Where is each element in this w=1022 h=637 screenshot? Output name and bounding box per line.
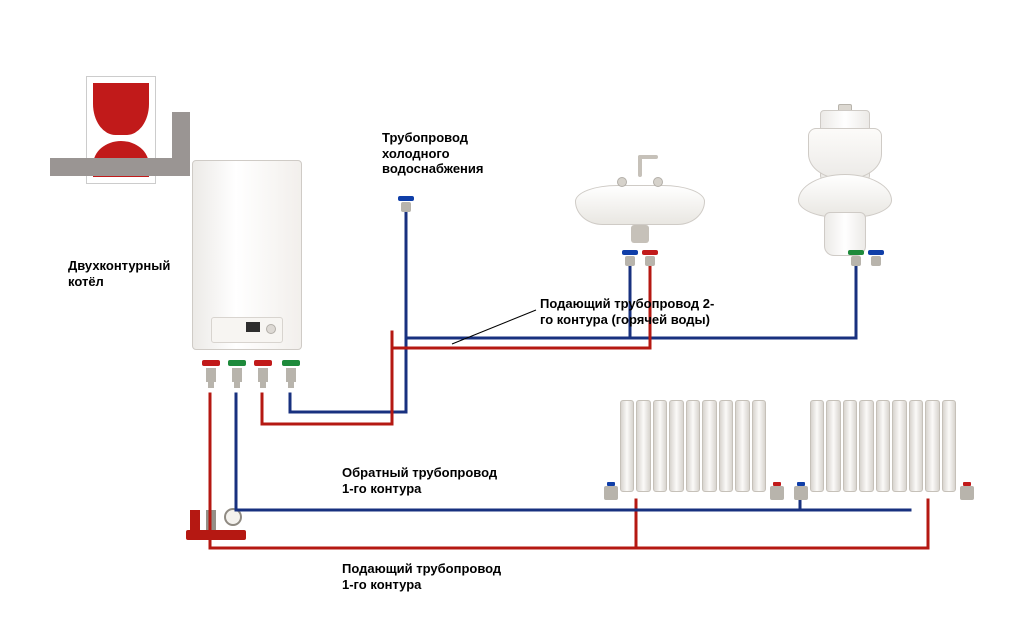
boiler-flue-vertical [172,112,190,162]
sink-drain [631,225,649,243]
boiler-display [246,322,260,332]
radiator-fin [719,400,733,492]
heating-schematic: Двухконтурный котёл Трубопровод холодного… [0,0,1022,637]
radiator-valve-handle [773,482,781,486]
sink-tap-knob [617,177,627,187]
radiator [808,398,958,494]
radiator-valve-handle [963,482,971,486]
radiator-fin [876,400,890,492]
radiator-valve [794,486,808,500]
radiator-fin [810,400,824,492]
toilet-seat [808,128,882,180]
radiator-fin [636,400,650,492]
radiator-fin [826,400,840,492]
radiator-valve [960,486,974,500]
label-cold-supply: Трубопровод холодного водоснабжения [382,130,552,177]
radiator-fin [909,400,923,492]
radiator-fin [686,400,700,492]
radiator-fin [859,400,873,492]
label-boiler: Двухконтурный котёл [68,258,188,289]
boiler-valve [254,360,272,388]
radiator-fin [925,400,939,492]
angle-valve [622,250,638,268]
boiler-control-panel [211,317,283,343]
boiler-flue-horizontal [50,158,190,176]
safety-manifold [186,530,246,540]
boiler-valve [282,360,300,388]
radiator-fin [669,400,683,492]
radiator-fin [843,400,857,492]
toilet-fixture [790,110,900,260]
radiator-fin [892,400,906,492]
radiator-fin [702,400,716,492]
label-hot-supply: Подающий трубопровод 2- го контура (горя… [540,296,800,327]
angle-valve [848,250,864,268]
radiator [618,398,768,494]
radiator-valve [770,486,784,500]
radiator-valve [604,486,618,500]
sink-tap-knob [653,177,663,187]
radiator-fin [735,400,749,492]
leader-line [452,310,536,344]
angle-valve [642,250,658,268]
radiator-valve-handle [607,482,615,486]
boiler-valve [202,360,220,388]
pipe-hot-supply-red [262,266,650,424]
radiator-valve-handle [797,482,805,486]
label-supply-1: Подающий трубопровод 1-го контура [342,561,562,592]
sink-faucet-icon [631,155,649,189]
radiator-fin [752,400,766,492]
boiler-unit [192,160,302,350]
safety-group [186,508,246,548]
boiler-knob [266,324,276,334]
sink-fixture [575,155,705,245]
angle-valve [398,196,414,214]
safety-air-vent [206,510,216,530]
sink-basin [575,185,705,225]
safety-relief-valve [190,510,200,530]
pressure-gauge-icon [224,508,242,526]
boiler-valve [228,360,246,388]
radiator-fin [942,400,956,492]
label-return-1: Обратный трубопровод 1-го контура [342,465,562,496]
radiator-fin [620,400,634,492]
angle-valve [868,250,884,268]
radiator-fin [653,400,667,492]
